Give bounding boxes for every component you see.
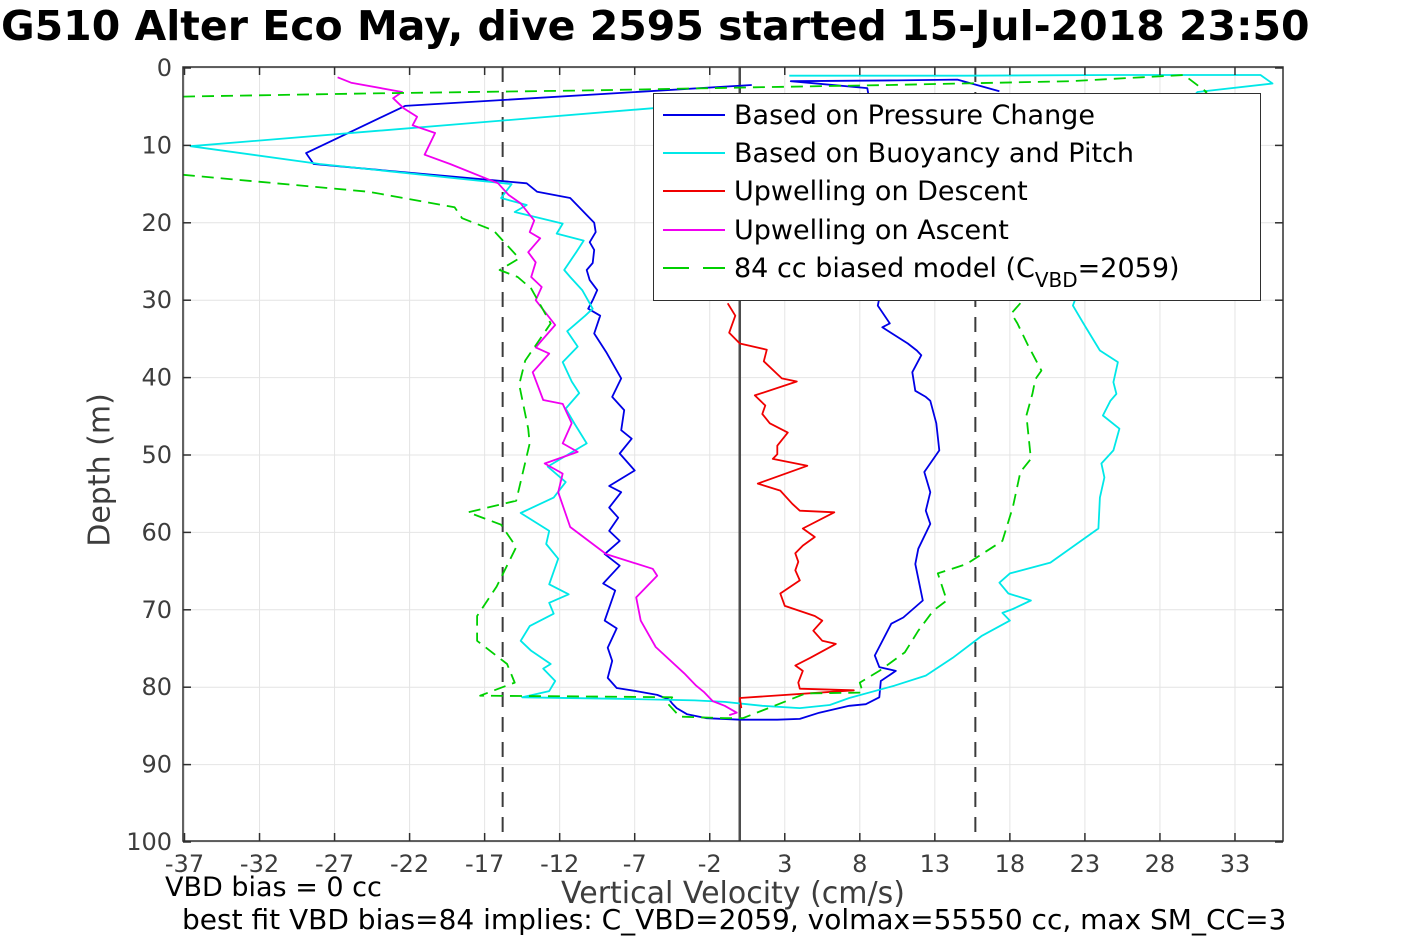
y-tick-label: 40 — [141, 364, 172, 392]
vbd-bias-annotation: VBD bias = 0 cc — [165, 872, 382, 903]
legend-label: Based on Buoyancy and Pitch — [734, 137, 1134, 169]
x-tick-label: -12 — [540, 850, 579, 878]
axes — [182, 66, 1284, 843]
x-tick-label: -17 — [465, 850, 504, 878]
x-tick-label: 18 — [995, 850, 1026, 878]
x-tick-label: -37 — [165, 850, 204, 878]
x-tick-label: -2 — [698, 850, 722, 878]
x-tick-label: 23 — [1070, 850, 1101, 878]
x-tick-label: -22 — [390, 850, 429, 878]
legend-swatch — [663, 229, 725, 231]
y-tick-label: 100 — [126, 828, 172, 856]
x-tick-label: 3 — [777, 850, 792, 878]
legend-label: Based on Pressure Change — [734, 99, 1095, 131]
y-tick-label: 90 — [141, 751, 172, 779]
legend-box: Based on Pressure Change Based on Buoyan… — [653, 93, 1261, 301]
legend-item-buoyancy-pitch: Based on Buoyancy and Pitch — [654, 134, 1260, 172]
x-tick-label: -7 — [623, 850, 647, 878]
y-tick-label: 10 — [141, 131, 172, 159]
x-tick-label: 13 — [920, 850, 951, 878]
x-tick-label: 8 — [852, 850, 867, 878]
y-axis-label: Depth (m) — [82, 393, 118, 547]
legend-item-upwelling-ascent: Upwelling on Ascent — [654, 211, 1260, 249]
x-tick-label: -32 — [240, 850, 279, 878]
series-biased-model — [183, 74, 1208, 720]
legend-swatch — [663, 152, 725, 154]
best-fit-annotation: best fit VBD bias=84 implies: C_VBD=2059… — [182, 903, 1287, 936]
legend-item-pressure-change: Based on Pressure Change — [654, 96, 1260, 134]
data-series — [183, 74, 1274, 721]
y-tick-label: 60 — [141, 518, 172, 546]
page-title: G510 Alter Eco May, dive 2595 started 15… — [1, 2, 1310, 50]
x-tick-label: 28 — [1145, 850, 1176, 878]
y-tick-label: 30 — [141, 286, 172, 314]
series-buoyancy-pitch — [189, 74, 1274, 709]
x-axis-label: Vertical Velocity (cm/s) — [561, 876, 905, 911]
legend-label: Upwelling on Ascent — [734, 214, 1009, 246]
y-tick-label: 80 — [141, 673, 172, 701]
legend-label: 84 cc biased model (CVBD=2059) — [734, 252, 1180, 292]
y-tick-label: 50 — [141, 441, 172, 469]
tick-labels: -37 -32 -27 -22 -17 -12 -7 -2 3 8 13 18 23 28 33 0 10 20 3… — [126, 54, 1250, 878]
series-upwelling-descent — [726, 302, 855, 709]
legend-item-upwelling-descent: Upwelling on Descent — [654, 172, 1260, 210]
legend-label: Upwelling on Descent — [734, 175, 1028, 207]
x-tick-label: -27 — [315, 850, 354, 878]
x-tick-label: 33 — [1220, 850, 1251, 878]
y-tick-label: 0 — [157, 54, 172, 82]
legend-swatch — [663, 266, 725, 270]
series-upwelling-ascent — [337, 76, 738, 716]
y-tick-label: 70 — [141, 596, 172, 624]
y-tick-label: 20 — [141, 209, 172, 237]
legend-swatch — [663, 190, 725, 192]
legend-item-biased-model: 84 cc biased model (CVBD=2059) — [654, 249, 1260, 292]
legend-swatch — [663, 114, 725, 116]
